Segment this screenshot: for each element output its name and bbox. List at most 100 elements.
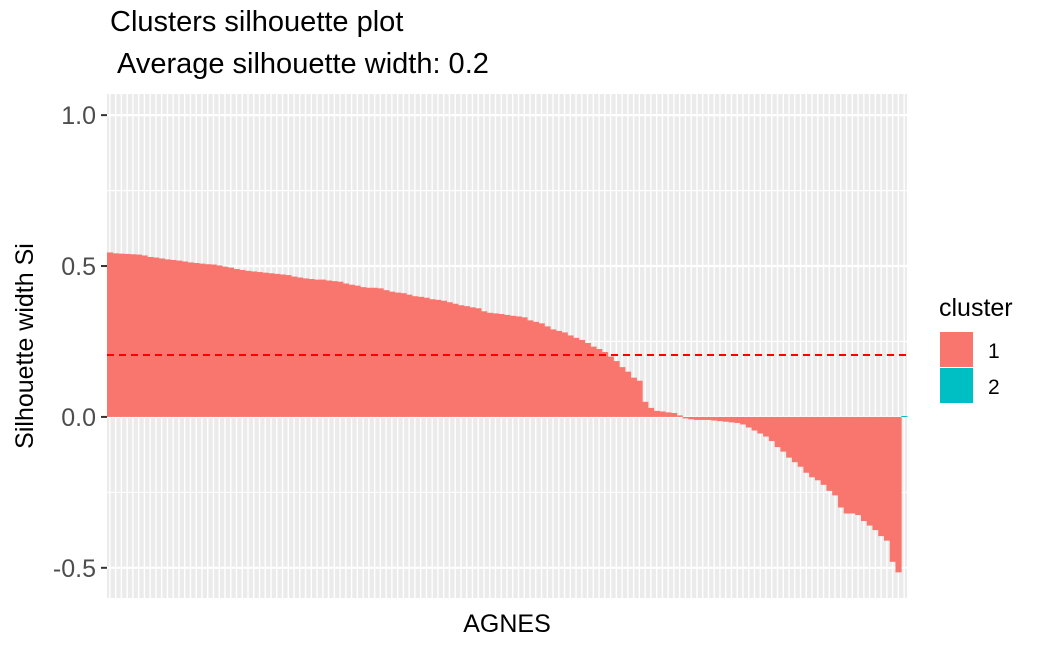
silhouette-bar [901,416,908,418]
silhouette-bar [544,326,551,417]
silhouette-bar [314,279,321,417]
silhouette-bar [527,320,534,417]
silhouette-bar [170,259,177,417]
silhouette-bar [613,361,620,417]
silhouette-bar [486,312,494,417]
silhouette-bar [763,416,770,437]
silhouette-bar [832,416,839,496]
silhouette-bar [417,296,424,417]
y-axis-label: Silhouette width Si [11,243,39,449]
silhouette-bar [624,371,632,417]
silhouette-bar [210,264,217,417]
silhouette-bar [607,356,614,417]
y-tick-label: 0.5 [61,253,96,281]
silhouette-bar [463,306,470,417]
silhouette-bar [711,416,718,421]
silhouette-bar [319,279,327,417]
silhouette-bar [814,416,822,481]
silhouette-bar [389,291,396,417]
silhouette-bar [331,281,338,417]
legend-key-cluster-2 [940,368,973,403]
silhouette-bar [705,416,712,420]
silhouette-bar [659,411,666,417]
silhouette-bar [826,416,833,491]
silhouette-bar [446,302,453,417]
silhouette-bar [728,416,735,423]
silhouette-bar [130,254,137,417]
silhouette-bar [515,316,522,417]
silhouette-bar [458,305,465,417]
silhouette-bar [383,290,390,417]
silhouette-bar [308,279,315,417]
silhouette-bar [176,260,183,417]
silhouette-bar [222,266,229,417]
silhouette-bar [630,377,637,417]
silhouette-bar [227,267,235,417]
silhouette-bar [245,270,252,417]
silhouette-bar [164,259,171,417]
silhouette-bar [797,416,804,467]
silhouette-bar [124,253,131,417]
silhouette-bar [860,416,868,522]
silhouette-bar [601,352,609,417]
silhouette-bar [780,416,787,452]
silhouette-bar [786,416,793,458]
silhouette-bar [895,416,902,573]
silhouette-bar [648,407,655,417]
silhouette-bar [262,272,269,417]
silhouette-bar [883,416,891,541]
silhouette-bar [849,416,856,514]
silhouette-bar [141,255,148,417]
silhouette-bar [596,349,603,417]
silhouette-bar [348,284,355,417]
silhouette-bar [699,416,706,420]
silhouette-bar [855,416,862,516]
silhouette-bar [147,256,154,417]
silhouette-bar [676,415,683,417]
silhouette-bar [492,313,499,417]
silhouette-bar [717,416,724,422]
silhouette-bar [584,342,591,417]
y-tick-label: 1.0 [61,102,96,130]
silhouette-bar [694,416,701,420]
silhouette-bar [452,303,459,417]
silhouette-bar [440,300,447,417]
silhouette-bar [671,412,678,417]
legend-key-cluster-1 [940,332,973,367]
silhouette-bar [412,296,419,417]
chart-title: Clusters silhouette plot [110,6,404,38]
silhouette-bar [878,416,885,537]
silhouette-bar [423,297,430,417]
silhouette-bar [435,299,442,417]
silhouette-bar [532,321,540,417]
silhouette-bar [371,287,378,417]
chart-subtitle: Average silhouette width: 0.2 [117,48,489,80]
silhouette-bar [199,263,206,417]
silhouette-bar [469,307,476,417]
silhouette-bar [642,401,649,417]
silhouette-bar [774,416,781,448]
silhouette-bar [256,272,263,417]
silhouette-bar [757,416,764,434]
silhouette-bar [740,416,747,425]
silhouette-bar [268,273,275,417]
silhouette-bar [590,346,597,417]
silhouette-bar [682,416,689,419]
silhouette-bar [107,252,114,417]
y-axis: -0.5 0.0 0.5 1.0 [53,102,107,583]
silhouette-bar [377,288,384,417]
silhouette-bar [158,258,165,417]
silhouette-bar [751,416,758,431]
silhouette-bar [400,293,407,417]
silhouette-bar [872,416,879,531]
silhouette-bar [555,330,563,417]
silhouette-bar [768,416,776,442]
silhouette-bar [360,287,367,417]
silhouette-bar [745,416,753,428]
silhouette-bar [578,339,586,417]
legend-label-cluster-1: 1 [988,340,1000,363]
silhouette-bar [791,416,799,463]
silhouette-bar [665,412,672,417]
silhouette-bar [636,380,643,417]
